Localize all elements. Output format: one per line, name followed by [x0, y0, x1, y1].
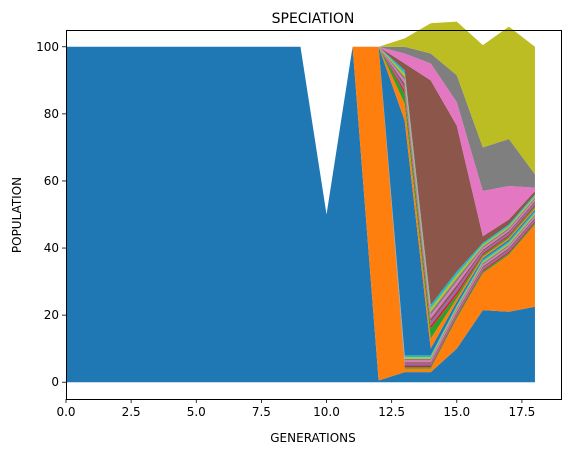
x-tick-label: 15.0	[443, 405, 470, 419]
y-tick-label: 20	[44, 308, 59, 322]
y-tick-label: 100	[36, 40, 59, 54]
x-axis-label: GENERATIONS	[270, 431, 355, 445]
area-layers	[66, 22, 535, 383]
x-tick-label: 12.5	[378, 405, 405, 419]
x-tick-label: 5.0	[187, 405, 206, 419]
x-tick-label: 10.0	[313, 405, 340, 419]
x-tick-label: 7.5	[252, 405, 271, 419]
y-tick-label: 60	[44, 174, 59, 188]
x-tick-label: 0.0	[56, 405, 75, 419]
x-tick-label: 17.5	[509, 405, 536, 419]
y-axis-label: POPULATION	[10, 177, 24, 253]
chart-title: SPECIATION	[272, 11, 355, 27]
y-tick-label: 0	[51, 375, 59, 389]
y-tick-label: 80	[44, 107, 59, 121]
y-tick-label: 40	[44, 241, 59, 255]
x-tick-label: 2.5	[122, 405, 141, 419]
